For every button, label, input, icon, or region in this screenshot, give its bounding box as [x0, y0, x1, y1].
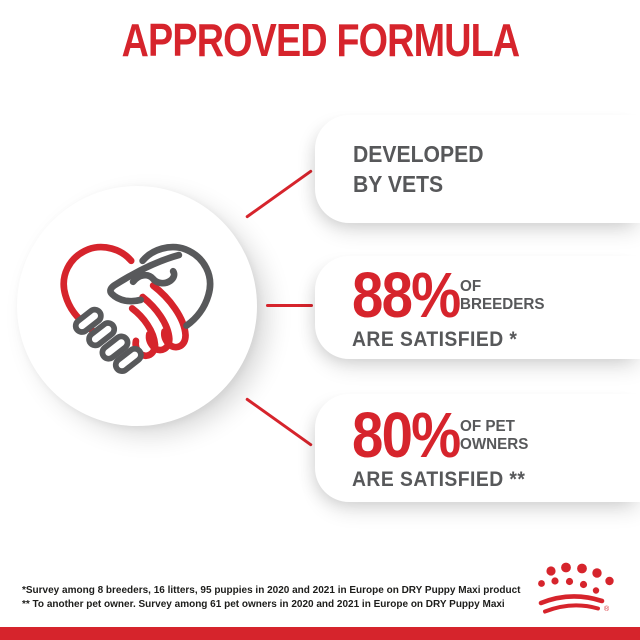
footnotes: *Survey among 8 breeders, 16 litters, 95… — [22, 584, 521, 611]
connector-line-vets — [245, 169, 313, 219]
owners-qualifier: OF PET OWNERS — [460, 418, 532, 454]
callout-breeders-satisfied: 88% OF BREEDERS ARE SATISFIED * — [315, 256, 640, 359]
owners-statement: ARE SATISFIED ** — [352, 468, 526, 491]
callout-developed-by-vets: DEVELOPED BY VETS — [315, 115, 640, 223]
vets-text-line1: DEVELOPED — [353, 141, 484, 167]
footnote-line1: *Survey among 8 breeders, 16 litters, 95… — [22, 585, 521, 596]
owners-stat-row: 80% OF PET OWNERS — [352, 399, 640, 471]
breeders-qualifier-line1: OF — [460, 278, 482, 295]
royal-canin-crown-logo: ® — [538, 562, 614, 614]
breeders-stat-value: 88% — [352, 259, 461, 331]
page-title: APPROVED FORMULA — [121, 14, 519, 66]
owners-qualifier-line2: OWNERS — [460, 436, 529, 453]
breeders-qualifier: OF BREEDERS — [460, 278, 549, 314]
connector-line-breeders — [266, 304, 313, 307]
breeders-stat-row: 88% OF BREEDERS — [352, 259, 640, 331]
breeders-statement: ARE SATISFIED * — [352, 328, 518, 351]
breeders-qualifier-line2: BREEDERS — [460, 296, 545, 313]
owners-qualifier-line1: OF PET — [460, 418, 515, 435]
callout-owners-satisfied: 80% OF PET OWNERS ARE SATISFIED ** — [315, 394, 640, 502]
footnote-line2: ** To another pet owner. Survey among 61… — [22, 598, 505, 610]
connector-line-owners — [245, 397, 313, 447]
registered-trademark-symbol: ® — [604, 605, 610, 613]
bottom-red-bar — [0, 627, 640, 640]
vets-text-line2: BY VETS — [353, 171, 444, 197]
owners-stat-value: 80% — [352, 399, 461, 471]
handshake-heart-icon — [60, 243, 214, 374]
page-title-wrap: APPROVED FORMULA — [0, 13, 640, 67]
center-circle — [17, 186, 257, 426]
